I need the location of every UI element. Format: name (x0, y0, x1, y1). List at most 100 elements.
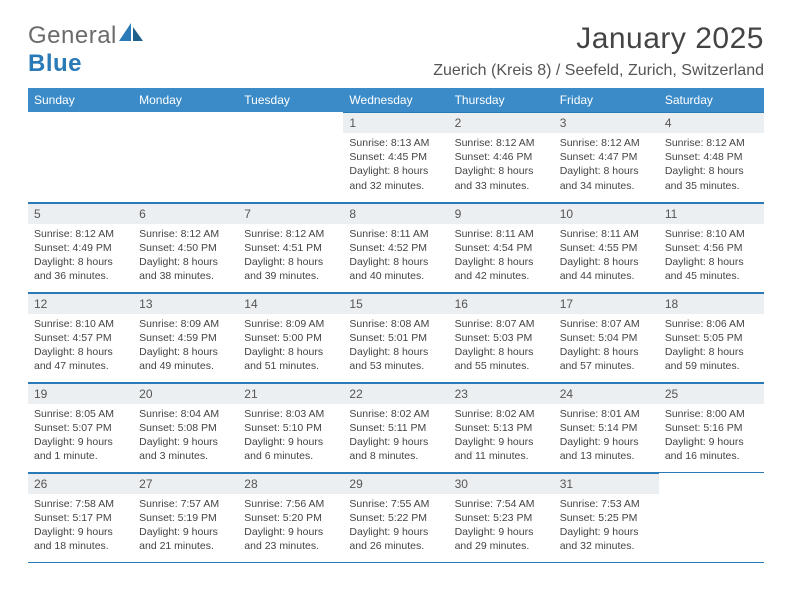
day-number: 24 (554, 383, 659, 404)
sunset-text: Sunset: 5:20 PM (244, 511, 337, 525)
sunrise-text: Sunrise: 8:05 AM (34, 407, 127, 421)
sunrise-text: Sunrise: 8:02 AM (455, 407, 548, 421)
sunset-text: Sunset: 5:00 PM (244, 331, 337, 345)
daylight-text: Daylight: 8 hours and 32 minutes. (349, 164, 442, 192)
daylight-text: Daylight: 8 hours and 44 minutes. (560, 255, 653, 283)
day-body: Sunrise: 8:02 AMSunset: 5:11 PMDaylight:… (343, 404, 448, 470)
calendar-cell: 30Sunrise: 7:54 AMSunset: 5:23 PMDayligh… (449, 472, 554, 562)
calendar-cell: . (133, 112, 238, 202)
day-body: Sunrise: 8:01 AMSunset: 5:14 PMDaylight:… (554, 404, 659, 470)
day-number: 29 (343, 473, 448, 494)
calendar-cell: . (238, 112, 343, 202)
day-number: 31 (554, 473, 659, 494)
day-number: 10 (554, 203, 659, 224)
day-body: Sunrise: 8:04 AMSunset: 5:08 PMDaylight:… (133, 404, 238, 470)
sunset-text: Sunset: 4:49 PM (34, 241, 127, 255)
calendar-cell: 4Sunrise: 8:12 AMSunset: 4:48 PMDaylight… (659, 112, 764, 202)
sunset-text: Sunset: 5:14 PM (560, 421, 653, 435)
sunset-text: Sunset: 5:23 PM (455, 511, 548, 525)
daylight-text: Daylight: 9 hours and 11 minutes. (455, 435, 548, 463)
sunset-text: Sunset: 4:56 PM (665, 241, 758, 255)
weekday-header: Sunday (28, 88, 133, 112)
day-body: Sunrise: 8:03 AMSunset: 5:10 PMDaylight:… (238, 404, 343, 470)
day-number: 1 (343, 112, 448, 133)
day-number: 23 (449, 383, 554, 404)
location: Zuerich (Kreis 8) / Seefeld, Zurich, Swi… (433, 62, 764, 80)
day-number: 21 (238, 383, 343, 404)
sunrise-text: Sunrise: 8:12 AM (455, 136, 548, 150)
day-body: Sunrise: 8:09 AMSunset: 5:00 PMDaylight:… (238, 314, 343, 380)
sunrise-text: Sunrise: 8:12 AM (34, 227, 127, 241)
sunrise-text: Sunrise: 8:06 AM (665, 317, 758, 331)
logo-blue: Blue (28, 50, 82, 77)
sunset-text: Sunset: 5:17 PM (34, 511, 127, 525)
sunset-text: Sunset: 5:08 PM (139, 421, 232, 435)
weekday-header: Monday (133, 88, 238, 112)
sunset-text: Sunset: 5:22 PM (349, 511, 442, 525)
calendar-cell: 17Sunrise: 8:07 AMSunset: 5:04 PMDayligh… (554, 292, 659, 382)
sunrise-text: Sunrise: 8:12 AM (665, 136, 758, 150)
sunrise-text: Sunrise: 8:08 AM (349, 317, 442, 331)
header: General Blue January 2025 Zuerich (Kreis… (28, 22, 764, 80)
sunrise-text: Sunrise: 8:02 AM (349, 407, 442, 421)
daylight-text: Daylight: 8 hours and 45 minutes. (665, 255, 758, 283)
sunrise-text: Sunrise: 8:13 AM (349, 136, 442, 150)
calendar-cell: 14Sunrise: 8:09 AMSunset: 5:00 PMDayligh… (238, 292, 343, 382)
daylight-text: Daylight: 9 hours and 21 minutes. (139, 525, 232, 553)
calendar-row: 5Sunrise: 8:12 AMSunset: 4:49 PMDaylight… (28, 202, 764, 292)
day-number: 5 (28, 203, 133, 224)
sunrise-text: Sunrise: 8:12 AM (560, 136, 653, 150)
sunrise-text: Sunrise: 7:55 AM (349, 497, 442, 511)
day-body: Sunrise: 8:11 AMSunset: 4:55 PMDaylight:… (554, 224, 659, 290)
day-body: Sunrise: 7:57 AMSunset: 5:19 PMDaylight:… (133, 494, 238, 560)
sunrise-text: Sunrise: 7:56 AM (244, 497, 337, 511)
sunrise-text: Sunrise: 7:57 AM (139, 497, 232, 511)
sunrise-text: Sunrise: 8:11 AM (455, 227, 548, 241)
sunrise-text: Sunrise: 8:12 AM (139, 227, 232, 241)
day-body: Sunrise: 8:07 AMSunset: 5:04 PMDaylight:… (554, 314, 659, 380)
day-number: 11 (659, 203, 764, 224)
day-number: 6 (133, 203, 238, 224)
calendar-cell: 16Sunrise: 8:07 AMSunset: 5:03 PMDayligh… (449, 292, 554, 382)
calendar-row: ...1Sunrise: 8:13 AMSunset: 4:45 PMDayli… (28, 112, 764, 202)
weekday-header: Wednesday (343, 88, 448, 112)
sunrise-text: Sunrise: 8:07 AM (560, 317, 653, 331)
day-number: 7 (238, 203, 343, 224)
logo-general: General (28, 22, 117, 49)
day-number: 18 (659, 293, 764, 314)
calendar-page: General Blue January 2025 Zuerich (Kreis… (0, 0, 792, 583)
day-body: Sunrise: 8:12 AMSunset: 4:48 PMDaylight:… (659, 133, 764, 199)
day-number: 22 (343, 383, 448, 404)
title-block: January 2025 Zuerich (Kreis 8) / Seefeld… (433, 22, 764, 80)
sunset-text: Sunset: 4:45 PM (349, 150, 442, 164)
weekday-header: Friday (554, 88, 659, 112)
logo: General Blue (28, 22, 145, 78)
day-body: Sunrise: 7:54 AMSunset: 5:23 PMDaylight:… (449, 494, 554, 560)
day-body: Sunrise: 8:12 AMSunset: 4:51 PMDaylight:… (238, 224, 343, 290)
day-number: 20 (133, 383, 238, 404)
day-body: Sunrise: 7:58 AMSunset: 5:17 PMDaylight:… (28, 494, 133, 560)
daylight-text: Daylight: 8 hours and 57 minutes. (560, 345, 653, 373)
calendar-head: SundayMondayTuesdayWednesdayThursdayFrid… (28, 88, 764, 112)
month-title: January 2025 (433, 22, 764, 56)
day-number: 13 (133, 293, 238, 314)
calendar-cell: 25Sunrise: 8:00 AMSunset: 5:16 PMDayligh… (659, 382, 764, 472)
sunset-text: Sunset: 4:51 PM (244, 241, 337, 255)
calendar-cell: 11Sunrise: 8:10 AMSunset: 4:56 PMDayligh… (659, 202, 764, 292)
daylight-text: Daylight: 8 hours and 40 minutes. (349, 255, 442, 283)
sunset-text: Sunset: 4:46 PM (455, 150, 548, 164)
calendar-cell: . (659, 472, 764, 562)
calendar-cell: 3Sunrise: 8:12 AMSunset: 4:47 PMDaylight… (554, 112, 659, 202)
day-number: 16 (449, 293, 554, 314)
sunset-text: Sunset: 4:57 PM (34, 331, 127, 345)
sunset-text: Sunset: 4:55 PM (560, 241, 653, 255)
sunrise-text: Sunrise: 8:03 AM (244, 407, 337, 421)
calendar-cell: 22Sunrise: 8:02 AMSunset: 5:11 PMDayligh… (343, 382, 448, 472)
sunset-text: Sunset: 5:13 PM (455, 421, 548, 435)
calendar-cell: 2Sunrise: 8:12 AMSunset: 4:46 PMDaylight… (449, 112, 554, 202)
sunset-text: Sunset: 5:01 PM (349, 331, 442, 345)
daylight-text: Daylight: 9 hours and 3 minutes. (139, 435, 232, 463)
calendar-cell: 24Sunrise: 8:01 AMSunset: 5:14 PMDayligh… (554, 382, 659, 472)
day-number: 25 (659, 383, 764, 404)
calendar-cell: 12Sunrise: 8:10 AMSunset: 4:57 PMDayligh… (28, 292, 133, 382)
